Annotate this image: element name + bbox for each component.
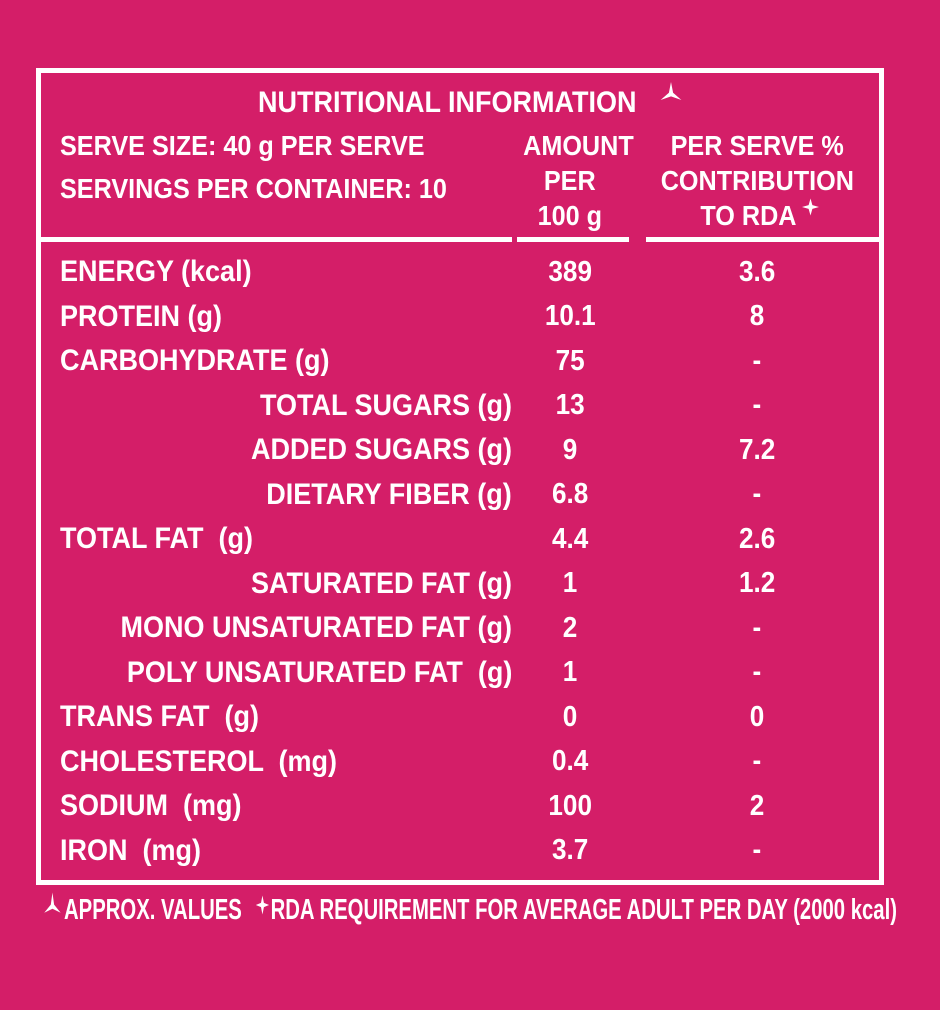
nutrient-label: IRON (mg): [60, 833, 201, 867]
nutrient-label: SATURATED FAT (g): [251, 566, 512, 600]
nutrient-row: CARBOHYDRATE (g) 75 -: [41, 339, 879, 384]
nutrient-rda-percent: -: [752, 478, 762, 511]
divider-segment-rda: [646, 237, 879, 242]
nutrient-label: TOTAL SUGARS (g): [260, 388, 512, 422]
nutrient-rda-percent: -: [752, 656, 762, 689]
header-serve-info: SERVE SIZE: 40 g PER SERVE SERVINGS PER …: [41, 124, 517, 233]
serve-size-text: SERVE SIZE: 40 g PER SERVE: [60, 130, 425, 161]
nutrient-amount-per-100g: 9: [562, 433, 578, 466]
nutrient-rda-percent: -: [752, 611, 762, 644]
serve-size-line: SERVE SIZE: 40 g PER SERVE: [60, 124, 512, 167]
approx-marker-icon: [44, 892, 61, 913]
nutrient-rda-percent: 3.6: [738, 255, 776, 288]
nutrient-row: ENERGY (kcal) 389 3.6: [41, 250, 879, 295]
nutrient-row: TOTAL FAT (g) 4.4 2.6: [41, 517, 879, 562]
nutrient-rda-percent: 7.2: [738, 433, 776, 466]
nutrition-panel: NUTRITIONAL INFORMATION SERVE SIZE: 40 g…: [36, 68, 884, 885]
nutrient-amount-per-100g: 3.7: [551, 834, 589, 867]
nutrient-amount-per-100g: 13: [555, 389, 585, 422]
nutrient-row: IRON (mg) 3.7 -: [41, 829, 879, 874]
nutrient-amount-per-100g: 1: [562, 656, 578, 689]
footnote-rda-text: RDA REQUIREMENT FOR AVERAGE ADULT PER DA…: [270, 894, 897, 926]
nutrient-label: DIETARY FIBER (g): [266, 477, 512, 511]
nutrient-rda-percent: -: [752, 834, 762, 867]
rda-header-line-2: CONTRIBUTION: [660, 165, 854, 196]
nutrient-row: TOTAL SUGARS (g) 13 -: [41, 384, 879, 429]
rda-marker-icon: [255, 895, 270, 914]
divider-segment-amount: [517, 237, 629, 242]
nutrient-rda-percent: -: [752, 745, 762, 778]
nutrient-rda-percent: -: [752, 389, 762, 422]
nutrient-label: ADDED SUGARS (g): [251, 433, 512, 467]
amount-header-line-2: PER: [544, 165, 596, 196]
nutrient-row: DIETARY FIBER (g) 6.8 -: [41, 473, 879, 518]
nutrient-amount-per-100g: 100: [548, 789, 592, 822]
servings-line: SERVINGS PER CONTAINER: 10: [60, 167, 512, 210]
approx-marker-icon: [660, 82, 682, 100]
servings-per-container-text: SERVINGS PER CONTAINER: 10: [60, 173, 447, 204]
amount-header-line-1: AMOUNT: [523, 130, 634, 161]
nutrient-row: SATURATED FAT (g) 1 1.2: [41, 562, 879, 607]
nutrient-rows: ENERGY (kcal) 389 3.6 PROTEIN (g) 10.1 8…: [41, 250, 879, 873]
nutrient-row: CHOLESTEROL (mg) 0.4 -: [41, 740, 879, 785]
nutrient-label: POLY UNSATURATED FAT (g): [126, 655, 512, 689]
nutrient-rda-percent: 1.2: [738, 567, 776, 600]
nutrient-amount-per-100g: 389: [548, 255, 592, 288]
header-rda-column: PER SERVE % CONTRIBUTION TO RDA: [629, 124, 879, 233]
nutrient-amount-per-100g: 4.4: [551, 522, 589, 555]
nutrient-row: MONO UNSATURATED FAT (g) 2 -: [41, 606, 879, 651]
nutrient-amount-per-100g: 1: [562, 567, 578, 600]
nutrient-label: MONO UNSATURATED FAT (g): [120, 611, 512, 645]
nutrient-amount-per-100g: 2: [562, 611, 578, 644]
nutrient-row: TRANS FAT (g) 0 0: [41, 695, 879, 740]
nutrient-amount-per-100g: 10.1: [544, 300, 596, 333]
nutrient-amount-per-100g: 0.4: [551, 745, 589, 778]
header-amount-column: AMOUNT PER 100 g: [517, 124, 634, 233]
amount-header-line-3: 100 g: [537, 200, 603, 231]
nutrient-amount-per-100g: 75: [555, 344, 585, 377]
rda-marker-icon: [802, 198, 820, 216]
nutrient-rda-percent: 2: [749, 789, 765, 822]
footnote: APPROX. VALUES RDA REQUIREMENT FOR AVERA…: [0, 892, 940, 927]
nutrient-row: PROTEIN (g) 10.1 8: [41, 295, 879, 340]
nutrient-row: POLY UNSATURATED FAT (g) 1 -: [41, 651, 879, 696]
divider-segment-labels: [41, 237, 512, 242]
nutrient-rda-percent: 2.6: [738, 522, 776, 555]
nutrient-label: PROTEIN (g): [60, 299, 222, 333]
nutrient-label: CHOLESTEROL (mg): [60, 744, 338, 778]
nutrient-label: TRANS FAT (g): [60, 700, 259, 734]
nutrient-label: CARBOHYDRATE (g): [60, 344, 330, 378]
footnote-approx-text: APPROX. VALUES: [64, 894, 248, 926]
rda-header-line-3: TO RDA: [699, 200, 797, 231]
rda-header-line-1: PER SERVE %: [670, 130, 844, 161]
footnote-line: APPROX. VALUES RDA REQUIREMENT FOR AVERA…: [43, 892, 897, 927]
nutrient-rda-percent: 8: [749, 300, 765, 333]
nutrient-row: SODIUM (mg) 100 2: [41, 784, 879, 829]
nutrient-amount-per-100g: 6.8: [551, 478, 589, 511]
header-divider: [41, 237, 879, 242]
panel-title-row: NUTRITIONAL INFORMATION: [41, 82, 879, 121]
panel-title: NUTRITIONAL INFORMATION: [257, 86, 637, 119]
nutrient-label: TOTAL FAT (g): [60, 522, 253, 556]
nutrient-label: SODIUM (mg): [60, 789, 242, 823]
nutrient-amount-per-100g: 0: [562, 700, 578, 733]
nutrient-row: ADDED SUGARS (g) 9 7.2: [41, 428, 879, 473]
nutrient-rda-percent: -: [752, 344, 762, 377]
table-header: SERVE SIZE: 40 g PER SERVE SERVINGS PER …: [41, 124, 879, 233]
nutrient-label: ENERGY (kcal): [60, 255, 252, 289]
nutrient-rda-percent: 0: [749, 700, 765, 733]
